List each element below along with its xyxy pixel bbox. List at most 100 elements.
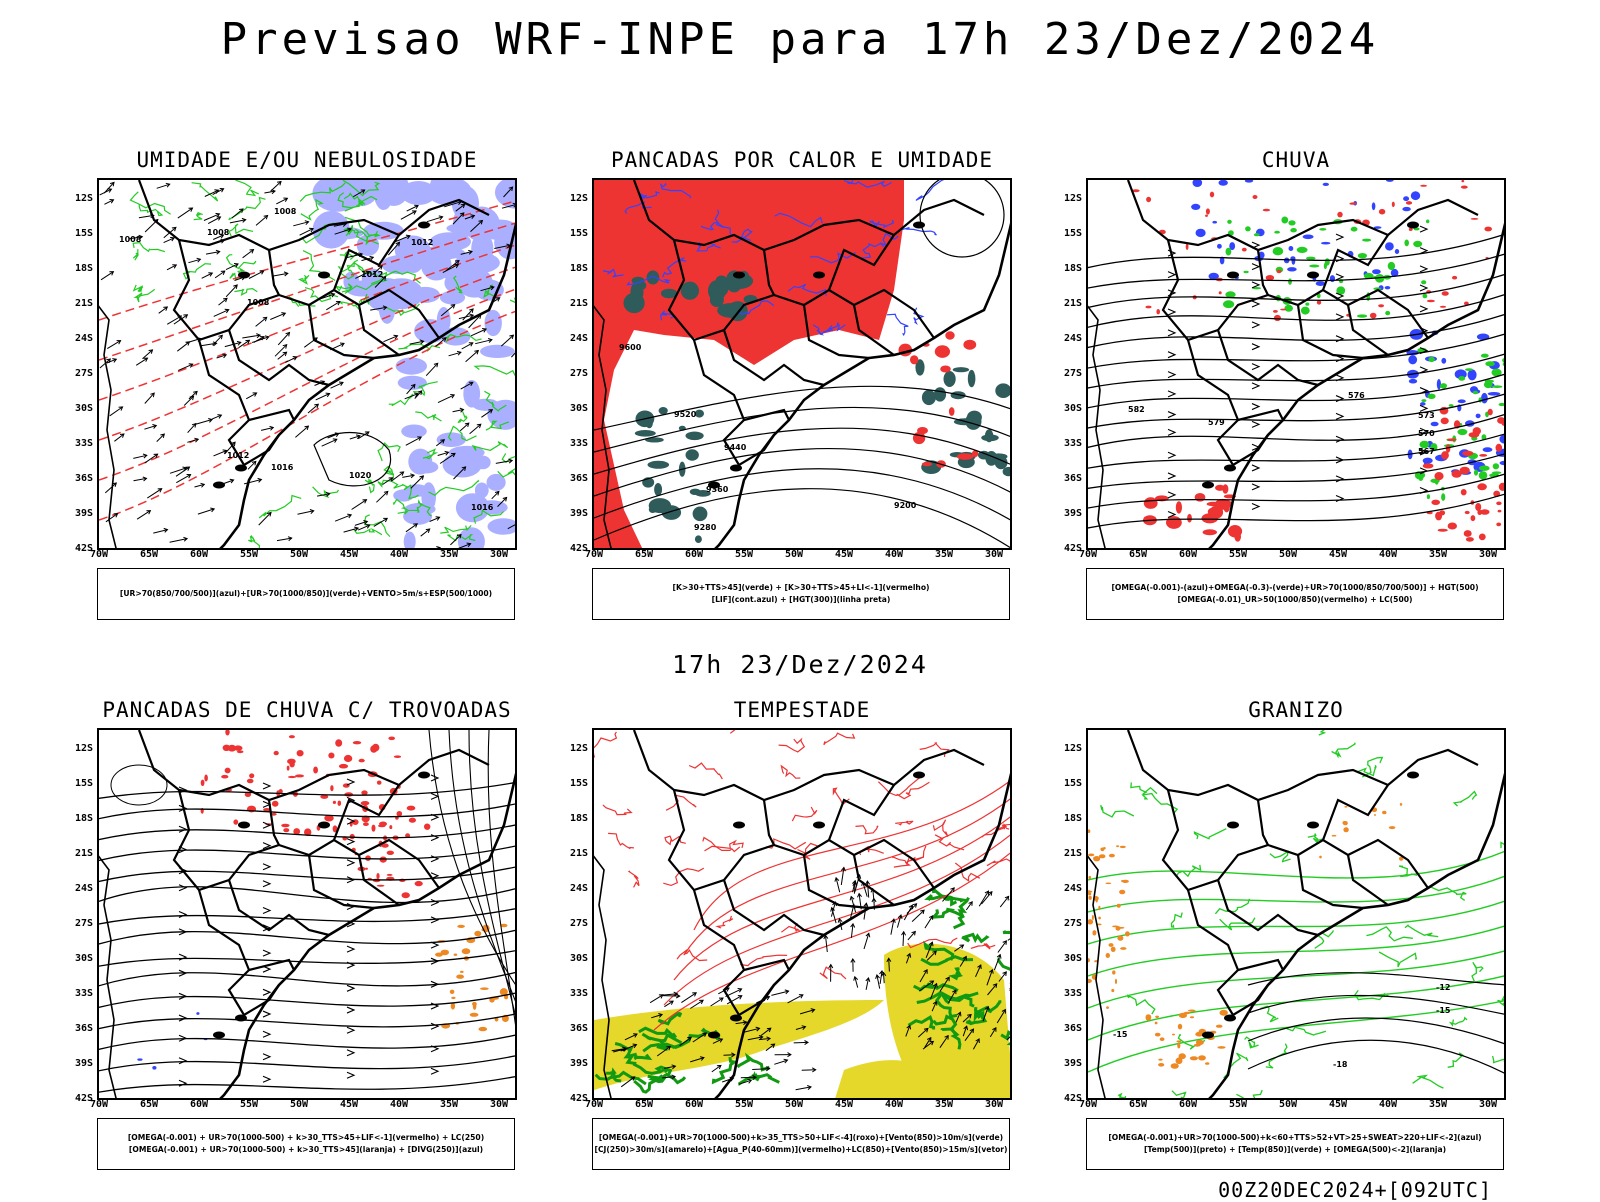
longitude-tick-label: 55W — [1229, 1099, 1247, 1110]
precipitable-water-contour-line — [666, 795, 696, 810]
storm-orange-patch — [441, 950, 449, 956]
latitude-tick-label: 12S — [1064, 743, 1082, 754]
rain-green-patch — [1385, 311, 1390, 315]
streamline-arrow — [263, 881, 270, 887]
streamline-arrow — [1252, 322, 1259, 328]
storm-red-patch — [288, 776, 296, 778]
lake — [1307, 822, 1319, 829]
omega-orange-patch — [1120, 846, 1126, 848]
temp850-contour-line — [1472, 962, 1483, 981]
longitude-tick-label: 65W — [1129, 549, 1147, 560]
streamlines-line — [99, 1032, 517, 1052]
lake — [418, 222, 430, 229]
lake — [708, 482, 720, 489]
convection-red-ocean-patch — [917, 427, 928, 434]
longitude-tick-label: 55W — [735, 1099, 753, 1110]
rain-green-ocean-patch — [1427, 394, 1435, 399]
streamlines-line — [99, 1011, 517, 1031]
rain-blue-ocean-patch — [1441, 358, 1446, 364]
streamline-arrow — [263, 822, 270, 828]
omega-orange-north-patch — [1389, 826, 1395, 829]
omega-orange-patch — [1111, 989, 1114, 992]
rain-red-ocean-patch — [1480, 509, 1489, 515]
longitude-tick-label: 45W — [340, 549, 358, 560]
omega-orange-patch — [1117, 936, 1123, 941]
legend-line: [Temp(500)](preto) + [Temp(850)](verde) … — [1087, 1144, 1503, 1156]
wind-vector — [466, 351, 479, 362]
legend-box: [UR>70(850/700/500)](azul)+[UR>70(1000/8… — [97, 568, 515, 620]
lake — [235, 465, 247, 472]
latitude-tick-label: 15S — [1064, 778, 1082, 789]
geopotential-label: 582 — [1128, 405, 1145, 414]
rain-blue-patch — [1385, 286, 1391, 289]
country-border — [1128, 730, 1478, 800]
longitude-tick-label: 45W — [835, 549, 853, 560]
wind-vector — [137, 511, 150, 520]
rain-green-patch — [1426, 220, 1429, 224]
temperature-label: -15 — [1436, 1006, 1451, 1015]
rain-red-south — [1143, 484, 1242, 541]
rain-green-ocean-patch — [1502, 358, 1506, 363]
latitude-tick-label: 24S — [75, 333, 93, 344]
rain-green-ocean-patch — [1504, 381, 1506, 384]
convection-teal-south-patch — [654, 483, 662, 496]
wind-vector — [406, 524, 417, 532]
rain-green-ocean-patch — [1440, 383, 1447, 389]
lake — [913, 222, 925, 229]
storm-red-south — [342, 811, 430, 898]
strong-wind-green-west-line — [738, 1057, 770, 1070]
precipitable-water-contour-line — [935, 835, 964, 850]
streamline-arrow — [1252, 421, 1259, 427]
height-label: 9200 — [894, 501, 917, 510]
storm-red-patch — [338, 801, 342, 806]
omega-orange-patch — [1115, 979, 1117, 984]
humidity-green-coast-line — [458, 412, 467, 423]
streamline-arrow — [263, 908, 270, 914]
rain-red-patch — [1442, 291, 1449, 296]
rain-green-patch — [1358, 253, 1367, 258]
storm-red-patch — [363, 822, 369, 826]
storm-orange-patch — [460, 971, 464, 973]
rain-red-patch — [1349, 202, 1356, 204]
country-border — [1128, 180, 1478, 250]
storm-red-patch — [361, 801, 370, 805]
longitude-tick-label: 50W — [290, 1099, 308, 1110]
latitude-tick-label: 21S — [1064, 298, 1082, 309]
latitude-tick-label: 36S — [570, 1023, 588, 1034]
lake — [1227, 822, 1239, 829]
lake — [1227, 272, 1239, 279]
latitude-tick-label: 12S — [75, 743, 93, 754]
panel-title: UMIDADE E/OU NEBULOSIDADE — [97, 148, 517, 172]
omega-orange — [1088, 829, 1130, 1009]
rain-red-ocean-patch — [1441, 451, 1449, 459]
streamline-arrow — [1336, 436, 1343, 442]
latitude-tick-label: 24S — [1064, 333, 1082, 344]
streamline-arrow — [1252, 364, 1259, 370]
omega-orange-south-patch — [1216, 1025, 1223, 1028]
humidity-green-south — [248, 467, 419, 550]
rain-red-patch — [1219, 291, 1222, 294]
storm-red-patch — [313, 767, 318, 774]
storm-red-patch — [201, 780, 205, 786]
rain-green-ocean-patch — [1427, 494, 1430, 499]
storm-red-patch — [297, 750, 304, 756]
omega-orange-patch — [1088, 958, 1090, 962]
country-border — [634, 730, 984, 800]
longitude-tick-label: 45W — [340, 1099, 358, 1110]
temperature-label: -15 — [1113, 1030, 1128, 1039]
wind-vector — [145, 393, 154, 403]
longitude-tick-label: 30W — [985, 549, 1003, 560]
country-border — [249, 410, 294, 420]
geopotential-label: 567 — [1418, 447, 1435, 456]
rain-blue-patch — [1321, 242, 1330, 245]
convection-teal-patch — [647, 271, 660, 285]
humidity-green-south-line — [378, 480, 404, 488]
precipitable-water-contour-line — [594, 732, 616, 758]
storm-red-patch — [237, 750, 244, 753]
rain-red-ocean-patch — [1488, 409, 1493, 416]
longitude-tick-label: 50W — [290, 549, 308, 560]
storm-red-patch — [372, 825, 376, 832]
